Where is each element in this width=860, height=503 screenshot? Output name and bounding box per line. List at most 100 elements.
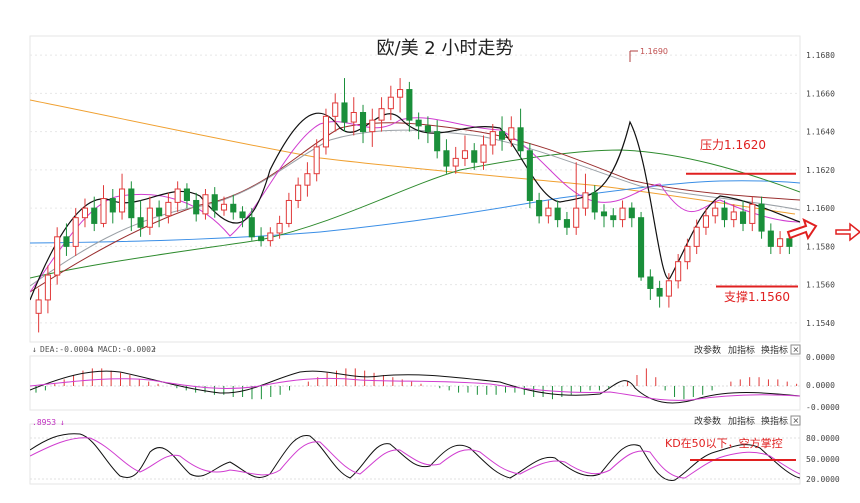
candle-body (573, 207, 580, 228)
candle-body (434, 131, 441, 152)
svg-text:✕: ✕ (793, 417, 800, 426)
svg-text:↑: ↑ (152, 345, 157, 354)
support-label: 支撑1.1560 (724, 289, 790, 304)
candle-body (267, 232, 274, 242)
offscreen-arrow-icon (835, 222, 860, 242)
kd-close-icon[interactable] (790, 415, 801, 426)
macd-histogram (35, 368, 798, 400)
candle-body (600, 211, 608, 217)
candle-body (350, 112, 357, 123)
candle-body (730, 211, 737, 221)
ma-magenta-line (30, 117, 800, 293)
candle-body (81, 207, 89, 219)
candle-body (109, 198, 116, 213)
candle-body (777, 238, 784, 247)
candle-body (72, 217, 79, 247)
macd-y-tick: 0.0000 (806, 353, 835, 362)
candle-body (220, 203, 228, 211)
candle-body (146, 207, 153, 228)
y-tick-label: 1.1660 (806, 89, 835, 98)
candle-body (786, 238, 793, 247)
macd-close-icon[interactable] (790, 344, 801, 355)
candle-body (610, 215, 617, 221)
candle-body (471, 150, 478, 163)
main-y-axis: 1.1680 1.1660 1.1640 1.1620 1.1600 1.1580 1.15… (806, 51, 835, 328)
candle-body (536, 199, 543, 217)
candle-body (137, 217, 144, 228)
candle-body (63, 236, 70, 247)
candle-body (758, 203, 765, 232)
high-marker-label: 1.1690 (640, 47, 668, 56)
candle-body (304, 173, 311, 186)
candle-body (628, 207, 635, 219)
macd-dea-line (30, 377, 800, 401)
macd-btn-params[interactable]: 改参数 (694, 344, 721, 356)
kd-y-tick: 20.0000 (806, 475, 840, 484)
candle-body (387, 96, 394, 110)
macd-y-tick: 0.0000 (806, 381, 835, 390)
candle-body (526, 150, 533, 201)
macd-btn-switch[interactable]: 换指标 (761, 344, 788, 356)
candle-body (35, 299, 42, 314)
macd-header: ↓ DEA:-0.0004 ↓ MACD:-0.0002 ↑ (32, 345, 157, 354)
candle-body (230, 203, 237, 213)
candle-body (489, 131, 496, 146)
kd-btn-params[interactable]: 改参数 (694, 415, 721, 427)
candle-body (591, 192, 598, 213)
kd-btn-switch[interactable]: 换指标 (761, 415, 788, 427)
kd-btn-add[interactable]: 加指标 (728, 415, 755, 427)
candle-body (684, 245, 691, 263)
candle-body (721, 207, 728, 221)
macd-dea-label: DEA:-0.0004 (40, 345, 93, 354)
candle-body (341, 102, 348, 123)
candle-body (211, 194, 218, 211)
candle-body (44, 274, 51, 301)
svg-text:↓: ↓ (32, 345, 37, 354)
candle-body (165, 201, 172, 217)
candle-body (322, 115, 329, 148)
candle-body (554, 207, 561, 221)
candle-body (480, 144, 487, 163)
kd-y-tick: 80.0000 (806, 434, 840, 443)
y-tick-label: 1.1680 (806, 51, 835, 60)
candle-body (656, 287, 663, 297)
candle-body (638, 217, 645, 278)
kd-toolbar: 改参数 加指标 换指标 ✕ (694, 415, 801, 427)
candle-body (499, 131, 506, 140)
kd-y-tick: 50.0000 (806, 455, 840, 464)
macd-y-axis: 0.0000 0.0000 -0.0000 (806, 353, 840, 412)
y-tick-label: 1.1640 (806, 128, 835, 137)
svg-text:↓: ↓ (60, 418, 65, 427)
resistance-label: 压力1.1620 (700, 138, 766, 152)
candle-body (517, 127, 524, 152)
ma-orange-line (30, 99, 796, 215)
main-panel-frame (29, 35, 801, 343)
candlesticks (35, 78, 793, 333)
candle-body (295, 184, 302, 201)
candle-body (619, 207, 626, 221)
candle-body (452, 157, 459, 167)
macd-panel-frame (29, 355, 801, 411)
candle-body (397, 89, 404, 98)
candle-body (508, 127, 515, 140)
candle-body (693, 226, 700, 247)
candle-body (545, 207, 552, 217)
svg-text:✕: ✕ (793, 346, 800, 355)
macd-btn-add[interactable]: 加指标 (728, 344, 755, 356)
candle-body (739, 211, 747, 224)
y-tick-label: 1.1600 (806, 204, 835, 213)
candle-body (406, 89, 413, 121)
trend-arrow-icon (786, 218, 818, 241)
candle-body (183, 188, 190, 201)
candle-body (239, 211, 246, 219)
kd-panel-frame (29, 423, 801, 485)
candle-body (767, 230, 774, 247)
chart-title: 欧/美 2 小时走势 (377, 38, 514, 59)
ma-blue-line (30, 180, 800, 244)
candle-body (202, 194, 209, 215)
candle-body (443, 150, 450, 167)
candle-body (174, 188, 181, 203)
high-marker: 1.1690 (629, 47, 668, 62)
candle-body (128, 188, 135, 219)
